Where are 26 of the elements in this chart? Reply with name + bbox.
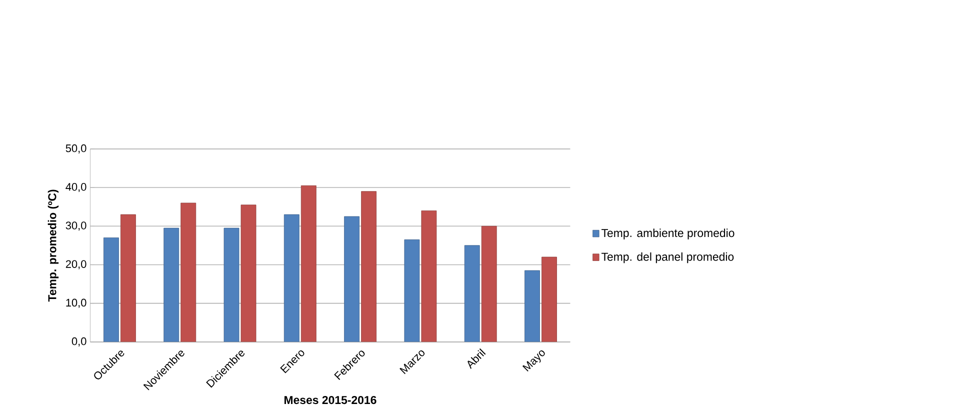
- bar: [344, 216, 360, 342]
- bar: [300, 185, 316, 342]
- bar: [120, 214, 136, 342]
- y-tick-label: 30,0: [66, 222, 86, 231]
- bar: [164, 228, 180, 342]
- bar: [421, 210, 437, 342]
- bar: [542, 256, 557, 342]
- bar: [481, 226, 497, 342]
- legend-label: Temp. ambiente promedio: [601, 228, 734, 240]
- x-axis-title: Meses 2015-2016: [284, 396, 376, 404]
- y-tick-label: 10,0: [66, 298, 86, 308]
- bar: [240, 204, 256, 342]
- y-tick-label: 0,0: [72, 337, 86, 346]
- y-tick-label: 50,0: [66, 144, 86, 154]
- bar: [464, 245, 480, 342]
- bar: [404, 239, 420, 342]
- bar: [284, 214, 300, 342]
- bar: [224, 228, 240, 342]
- y-axis-title: Temp. promedio (ºC): [48, 190, 59, 302]
- bar: [524, 270, 540, 342]
- y-tick-label: 40,0: [66, 183, 86, 192]
- legend-label: Temp. del panel promedio: [601, 252, 734, 264]
- bar: [104, 238, 119, 342]
- bar: [361, 191, 376, 342]
- bar: [180, 202, 196, 342]
- y-tick-label: 20,0: [66, 260, 86, 270]
